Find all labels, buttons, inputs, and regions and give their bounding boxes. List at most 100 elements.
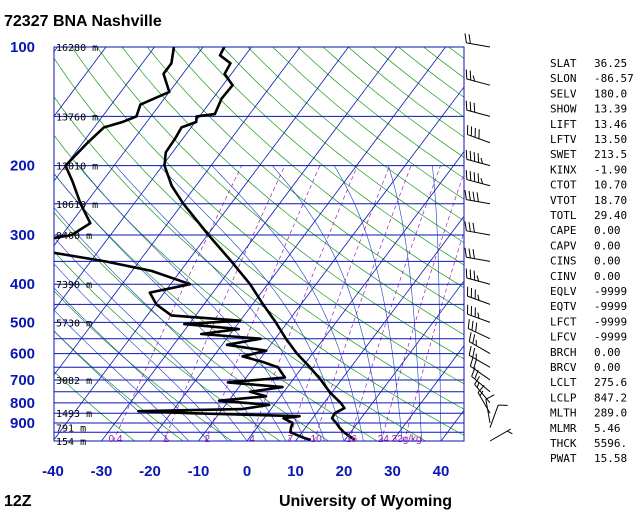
pressure-axis: 100 200 300 400 500 600 700 800 900 [10,39,35,432]
wind-barb [469,356,491,381]
index-label: SWET [550,148,577,161]
index-label: LFCV [550,331,577,344]
mixing-ratio-line [313,165,412,441]
dry-adiabat [121,47,464,336]
wind-barb [489,404,508,428]
pressure-tick-label: 700 [10,372,35,389]
isotherm [294,215,464,441]
wind-barb-feather [465,69,468,80]
index-label: MLTH [550,407,577,420]
wind-barb-feather [468,345,472,356]
index-value: 289.0 [594,407,627,420]
mixing-ratio-line [113,165,243,441]
wind-barb [464,33,491,48]
index-label: SLAT [550,57,577,70]
index-value: -86.57 [594,72,634,85]
mixing-ratio-label: 0.4 [109,434,123,445]
pressure-tick-label: 400 [10,276,35,293]
index-value: 0.00 [594,270,621,283]
wind-barb-feather [465,268,468,279]
wind-barb [477,384,491,414]
wind-barb-feather [480,157,484,164]
index-value: 13.39 [594,103,627,116]
index-label: SELV [550,87,577,100]
wind-barb-feather [476,275,480,282]
wind-barb-feather [469,101,472,112]
wind-barb [474,376,491,404]
index-value: -9999 [594,285,627,298]
wind-barb [468,345,491,368]
index-value: 36.25 [594,57,627,70]
wind-barb-feather [469,70,472,81]
temperature-profile [163,47,356,441]
wind-barb [465,100,491,117]
wind-barb-feather [468,248,471,258]
index-label: KINX [550,163,577,176]
wind-barb-feather [475,322,478,333]
dry-adiabat [96,47,464,360]
sounding-profiles [54,47,356,441]
wind-barb-feather [473,359,477,369]
wind-barb-feather [474,369,479,380]
mixing-ratio-label: 1 [163,434,169,445]
temperature-tick-label: -20 [139,463,161,480]
index-value: 5.46 [594,422,621,435]
mixing-ratio-label: 24 [378,434,390,445]
index-value: 180.0 [594,87,627,100]
index-label: LFTV [550,133,577,146]
wind-barb [489,428,513,442]
moist-adiabat [388,165,422,441]
index-value: -9999 [594,300,627,313]
index-value: -1.90 [594,163,627,176]
wind-barb-feather [472,249,475,259]
wind-barb-feather [480,178,484,184]
wind-barb-feather [472,75,476,82]
wind-barb-feather [465,100,468,111]
dry-adiabat [54,57,464,410]
mixing-ratio-label: 4 [249,434,255,445]
index-label: LFCT [550,315,577,328]
wind-barb-feather [473,102,476,113]
index-label: TOTL [550,209,577,222]
wind-barb-feather [465,170,468,180]
dry-adiabat [54,211,330,441]
isotherm [54,47,155,182]
moist-adiabat [78,165,306,441]
isotherm [54,47,252,311]
index-label: PWAT [550,452,577,465]
temperature-tick-label: -30 [91,463,113,480]
wind-barb-feather [471,320,474,331]
height-label: 9400 m [56,231,92,242]
index-label: CAPV [550,239,577,252]
wind-barb [465,268,491,285]
wind-barb-feather [467,319,470,329]
pressure-tick-label: 200 [10,158,35,175]
index-label: CINS [550,255,577,268]
wind-barb-feather [473,270,476,281]
wind-barb [464,221,491,236]
index-value: -9999 [594,315,627,328]
index-value: 213.5 [594,148,627,161]
index-label: VTOT [550,194,577,207]
wind-barb-feather [477,173,480,183]
temperature-axis: -40 -30 -20 -10 0 10 20 30 40 [42,463,449,480]
wind-barb-feather [469,356,474,367]
wind-barb-feather [468,34,471,44]
isotherm [343,280,464,441]
pressure-tick-label: 300 [10,227,35,244]
mixing-ratio-line [404,231,464,441]
station-title: 72327 BNA Nashville [4,13,162,30]
mixing-ratio-label: 7 [288,434,294,445]
index-label: LCLP [550,391,577,404]
index-label: CAPE [550,224,577,237]
index-label: BRCH [550,346,577,359]
index-value: 0.00 [594,239,621,252]
wind-barb [466,125,491,144]
wind-barb-feather [474,376,480,385]
wind-barb-feather [464,221,467,231]
index-label: SLON [550,72,577,85]
wind-barb-shaft [489,404,499,428]
dry-adiabat [247,47,464,222]
temperature-tick-label: -10 [188,463,210,480]
